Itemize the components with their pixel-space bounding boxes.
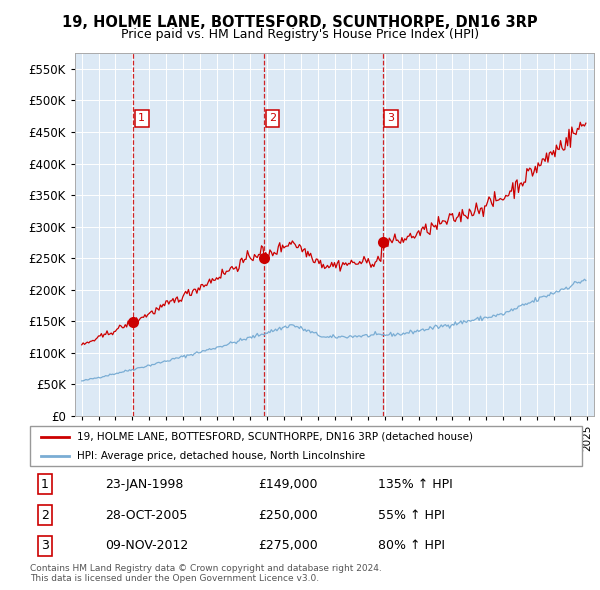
Text: 19, HOLME LANE, BOTTESFORD, SCUNTHORPE, DN16 3RP (detached house): 19, HOLME LANE, BOTTESFORD, SCUNTHORPE, … <box>77 432 473 442</box>
Text: 3: 3 <box>41 539 49 552</box>
Text: HPI: Average price, detached house, North Lincolnshire: HPI: Average price, detached house, Nort… <box>77 451 365 461</box>
Text: 55% ↑ HPI: 55% ↑ HPI <box>378 509 445 522</box>
Text: Price paid vs. HM Land Registry's House Price Index (HPI): Price paid vs. HM Land Registry's House … <box>121 28 479 41</box>
Text: 2: 2 <box>41 509 49 522</box>
Text: 3: 3 <box>388 113 395 123</box>
Text: Contains HM Land Registry data © Crown copyright and database right 2024.
This d: Contains HM Land Registry data © Crown c… <box>30 564 382 584</box>
Text: 09-NOV-2012: 09-NOV-2012 <box>105 539 188 552</box>
Text: 1: 1 <box>138 113 145 123</box>
Text: £250,000: £250,000 <box>258 509 318 522</box>
Text: 2: 2 <box>269 113 276 123</box>
Text: 135% ↑ HPI: 135% ↑ HPI <box>378 478 453 491</box>
Text: 1: 1 <box>41 478 49 491</box>
Text: 23-JAN-1998: 23-JAN-1998 <box>105 478 184 491</box>
Text: 80% ↑ HPI: 80% ↑ HPI <box>378 539 445 552</box>
Text: £275,000: £275,000 <box>258 539 318 552</box>
Text: £149,000: £149,000 <box>258 478 317 491</box>
Text: 28-OCT-2005: 28-OCT-2005 <box>105 509 187 522</box>
FancyBboxPatch shape <box>30 426 582 466</box>
Text: 19, HOLME LANE, BOTTESFORD, SCUNTHORPE, DN16 3RP: 19, HOLME LANE, BOTTESFORD, SCUNTHORPE, … <box>62 15 538 30</box>
